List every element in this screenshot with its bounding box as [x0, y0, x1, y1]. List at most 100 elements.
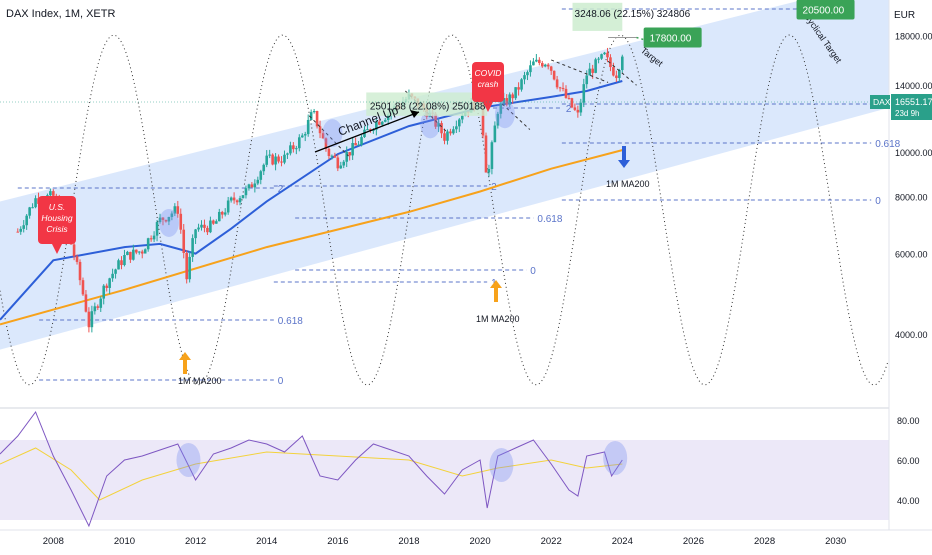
candle-body: [383, 119, 387, 122]
candle-body: [582, 84, 586, 103]
candle-body: [152, 235, 156, 240]
candle-body: [283, 154, 286, 163]
candle-body: [16, 231, 20, 233]
ma200-label-1: 1M MA200: [476, 314, 520, 324]
candle-body: [188, 256, 191, 280]
candle-body: [378, 121, 381, 125]
candle-body: [505, 98, 509, 105]
x-tick-2028: 2028: [754, 536, 775, 547]
candle-body: [259, 171, 263, 180]
candle-body: [339, 165, 343, 169]
measure-box-2023: [572, 2, 623, 31]
y-tick-18000.00: 18000.00: [895, 31, 932, 41]
price-touch-circle-3: [494, 100, 515, 129]
x-tick-2022: 2022: [541, 536, 562, 547]
price-touch-circle-1: [322, 119, 343, 148]
candle-body: [297, 137, 301, 149]
target-box-1: [643, 27, 702, 48]
candle-body: [588, 68, 592, 76]
price-tag-box[interactable]: [891, 94, 932, 120]
candle-body: [271, 154, 274, 165]
fib-label-0: 2: [278, 184, 284, 195]
candle-body: [132, 249, 135, 260]
covid-callout-pointer: [483, 102, 493, 112]
candle-body: [594, 59, 597, 73]
candle-body: [372, 129, 375, 131]
candle-body: [200, 224, 203, 228]
rsi-line: [0, 410, 623, 528]
rsi-ma-line: [0, 447, 623, 501]
candle-body: [375, 121, 378, 130]
candle-body: [241, 195, 245, 199]
candle-body: [223, 212, 227, 215]
candle-body: [487, 168, 491, 173]
candle-body: [99, 298, 103, 308]
y-tick-8000.00: 8000.00: [895, 192, 928, 202]
candle-body: [576, 109, 580, 113]
candle-body: [265, 155, 268, 165]
x-tick-2026: 2026: [683, 536, 704, 547]
candle-body: [502, 98, 506, 104]
candle-body: [330, 155, 334, 157]
candle-body: [517, 87, 520, 90]
candle-body: [256, 179, 260, 184]
ma200-label-0: 1M MA200: [178, 376, 222, 386]
channel-arrow: [314, 111, 420, 153]
candle-body: [354, 142, 357, 146]
candle-body: [380, 121, 384, 125]
candle-body: [167, 216, 171, 222]
fib-label-6: 0: [530, 266, 536, 277]
candle-body: [72, 244, 76, 257]
covid-callout-text-0: COVID: [475, 68, 502, 78]
x-tick-2024: 2024: [612, 536, 633, 547]
candle-body: [292, 145, 295, 150]
candle-body: [277, 156, 280, 162]
rsi-y-tick-80.00: 80.00: [897, 416, 920, 426]
housing-callout-pointer: [52, 244, 62, 254]
candle-body: [348, 152, 351, 156]
candle-body: [238, 198, 242, 203]
candle-body: [185, 252, 188, 280]
candle-body: [179, 213, 183, 230]
candle-body: [549, 66, 553, 71]
ma200-label-2: 1M MA200: [606, 179, 650, 189]
candle-body: [309, 112, 313, 120]
candle-body: [49, 191, 52, 196]
candle-body: [93, 306, 97, 312]
candle-body: [129, 251, 132, 260]
currency-label[interactable]: EUR: [894, 10, 916, 21]
candle-body: [123, 255, 126, 266]
y-tick-14000.00: 14000.00: [895, 81, 932, 91]
housing-callout-text-1: Housing: [41, 213, 72, 223]
target-box-label-0: 20500.00: [803, 5, 845, 16]
candle-body: [161, 217, 165, 220]
candle-body: [126, 251, 129, 256]
y-tick-6000.00: 6000.00: [895, 250, 928, 260]
candle-body: [206, 227, 209, 233]
rsi-touch-circle-0: [176, 443, 201, 477]
candle-body: [612, 67, 615, 76]
candle-body: [111, 273, 114, 279]
candle-body: [253, 183, 257, 188]
x-tick-2014: 2014: [256, 536, 277, 547]
candle-body: [149, 238, 153, 240]
candle-body: [120, 260, 123, 266]
candle-body: [289, 145, 292, 154]
candle-body: [490, 142, 494, 169]
candle-body: [235, 200, 239, 203]
cyclical-sine-wave: [0, 34, 889, 386]
candle-body: [366, 129, 369, 131]
candle-body: [146, 238, 150, 250]
candle-body: [108, 278, 111, 288]
candle-body: [511, 94, 514, 99]
candle-body: [96, 306, 100, 308]
channel-up-band: [0, 0, 889, 350]
fib-label-2: 0: [278, 376, 284, 387]
candle-body: [84, 294, 88, 312]
candle-body: [203, 224, 206, 228]
target-box-0: [796, 0, 855, 20]
candle-body: [336, 157, 340, 169]
flag-line-3: [550, 59, 609, 83]
